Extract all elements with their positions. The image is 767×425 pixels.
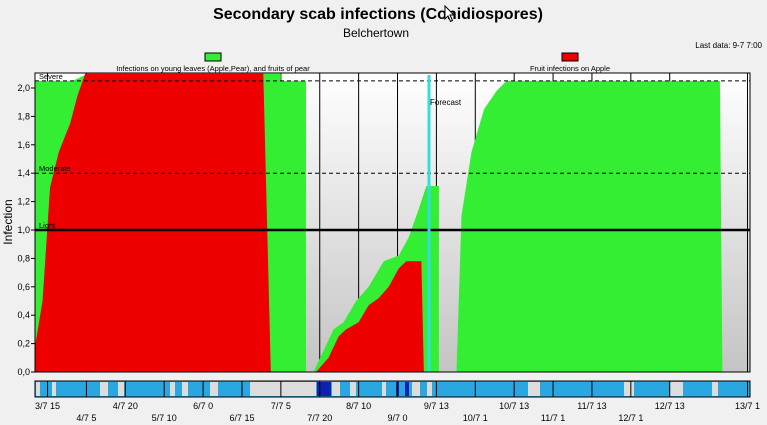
legend: Infections on young leaves (Apple,Pear),… (116, 52, 610, 73)
chart-subtitle: Belchertown (343, 26, 409, 40)
series-area-fruit (315, 261, 424, 372)
availability-gap (182, 382, 188, 396)
x-tick-label: 9/7 13 (424, 401, 449, 411)
availability-gap (350, 382, 356, 396)
availability-gap (118, 382, 124, 396)
availability-gap (412, 382, 420, 396)
availability-gap (36, 382, 40, 396)
mouse-cursor-icon (444, 5, 456, 23)
x-tick-label: 10/7 1 (463, 413, 488, 423)
x-tick-label: 8/7 10 (346, 401, 371, 411)
legend-swatch (204, 52, 222, 62)
threshold-lines: Severe Moderate Light (35, 72, 750, 232)
threshold-label-light: Light (39, 221, 56, 230)
availability-bar-background (34, 380, 751, 398)
x-tick-label: 7/7 5 (271, 401, 291, 411)
y-axis-label: Infection (1, 199, 15, 244)
availability-gap (100, 382, 108, 396)
x-axis-ticks: 3/7 15 4/7 20 6/7 0 7/7 5 8/7 10 9/7 13 10/7 1… (35, 401, 760, 423)
y-tick-label: 1,6 (17, 140, 30, 150)
legend-label: Infections on young leaves (Apple,Pear),… (116, 64, 310, 73)
y-tick-label: 1,0 (17, 225, 30, 235)
y-tick-label: 2,0 (17, 83, 30, 93)
x-tick-label: 6/7 15 (229, 413, 254, 423)
availability-marker (405, 382, 409, 396)
availability-gap (624, 382, 634, 396)
availability-gap (170, 382, 175, 396)
y-tick-label: 0,8 (17, 253, 30, 263)
legend-label: Fruit infections on Apple (530, 64, 610, 73)
data-availability-bar (34, 380, 751, 398)
x-tick-label: 5/7 10 (152, 413, 177, 423)
chart-title: Secondary scab infections (Conidiospores… (213, 6, 543, 23)
availability-gap (210, 382, 218, 396)
series-areas (35, 73, 723, 373)
y-tick-label: 0,2 (17, 339, 30, 349)
plot-frame (34, 72, 751, 373)
legend-swatch (561, 52, 579, 62)
x-tick-label: 3/7 15 (35, 401, 60, 411)
y-tick-label: 0,4 (17, 310, 30, 320)
availability-gap (382, 382, 386, 396)
series-area-leaves (456, 80, 723, 373)
threshold-label-severe: Severe (39, 72, 63, 81)
x-tick-label: 4/7 5 (76, 413, 96, 423)
availability-gap (427, 382, 432, 396)
x-tick-label: 10/7 13 (499, 401, 529, 411)
availability-gap (670, 382, 683, 396)
x-tick-label: 13/7 1 (735, 401, 760, 411)
x-tick-label: 11/7 13 (577, 401, 606, 411)
availability-gap (332, 382, 340, 396)
x-tick-label: 12/7 1 (618, 413, 643, 423)
x-tick-label: 11/7 1 (541, 413, 565, 423)
x-tick-label: 12/7 13 (655, 401, 685, 411)
y-tick-label: 1,8 (17, 111, 30, 121)
y-tick-label: 0,0 (17, 367, 30, 377)
threshold-label-moderate: Moderate (39, 164, 71, 173)
y-tick-label: 1,4 (17, 168, 30, 178)
availability-gap (250, 382, 316, 396)
forecast-label: Forecast (430, 98, 462, 107)
availability-gap (52, 382, 56, 396)
y-axis-ticks: 0,0 0,2 0,4 0,6 0,8 1,0 1,2 1,4 1,6 1,8 2,0 (17, 83, 35, 377)
x-tick-label: 6/7 0 (193, 401, 213, 411)
x-tick-label: 7/7 20 (307, 413, 332, 423)
x-tick-label: 4/7 20 (113, 401, 138, 411)
last-data: Last data: 9-7 7:00 (695, 41, 762, 50)
y-tick-label: 1,2 (17, 197, 30, 207)
availability-gap (528, 382, 540, 396)
x-tick-label: 9/7 0 (388, 413, 408, 423)
y-tick-label: 0,6 (17, 282, 30, 292)
series-area-fruit (35, 73, 271, 373)
availability-marker (317, 382, 331, 396)
availability-gap (712, 382, 718, 396)
